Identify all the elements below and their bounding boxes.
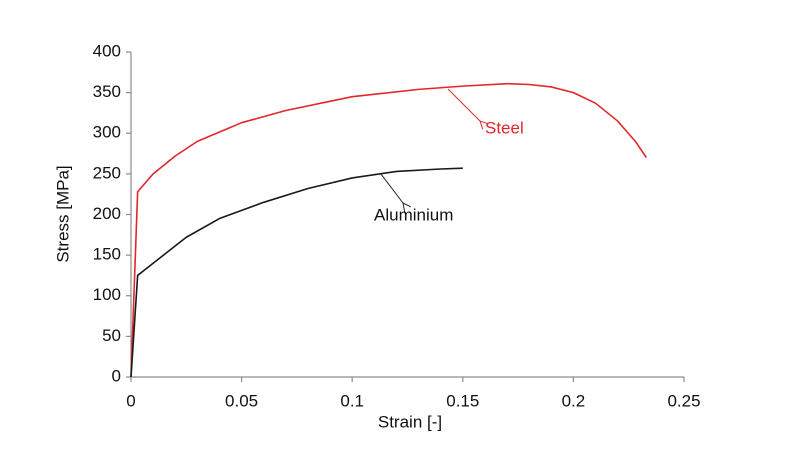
y-tick-label: 250 [93,163,121,182]
annotation-arrow [380,173,403,203]
y-tick-label: 400 [93,41,121,60]
annotation: Steel [485,118,524,137]
x-tick-label: 0 [126,391,135,410]
annotation-arrow [447,88,480,121]
x-tick-label: 0.1 [340,391,364,410]
y-tick-label: 150 [93,245,121,264]
line [130,82,648,378]
y-tick-label: 200 [93,204,121,223]
annotation: Aluminium [374,205,453,224]
x-tick-label: 0.15 [446,391,479,410]
y-tick-label: 0 [112,366,121,385]
x-tick-label: 0.2 [562,391,586,410]
x-tick-label: 0.25 [667,391,700,410]
x-tick-label: 0.05 [225,391,258,410]
y-tick-label: 100 [93,285,121,304]
y-axis-label: Stress [MPa] [53,165,72,262]
line [130,167,463,378]
y-tick-label: 300 [93,123,121,142]
y-tick-label: 350 [93,82,121,101]
x-axis-label: Strain [-] [378,412,442,431]
y-tick-label: 50 [102,326,121,345]
